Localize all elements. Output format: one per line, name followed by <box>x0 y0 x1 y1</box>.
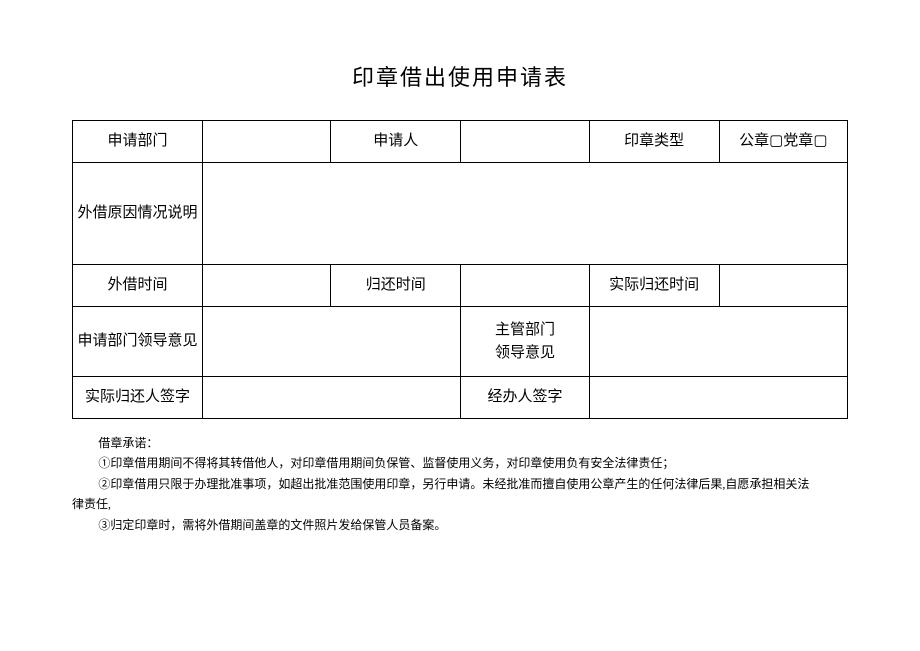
footnotes: 借章承诺： ①印章借用期间不得将其转借他人，对印章借用期间负保管、监督使用义务，… <box>72 433 848 535</box>
returner-sign-value <box>202 377 460 419</box>
footnote-item: ③归定印章时，需将外借期间盖章的文件照片发给保管人员备案。 <box>72 515 848 535</box>
reason-label: 外借原因情况说明 <box>73 163 203 265</box>
seal-option-2-text: 党章 <box>783 133 813 149</box>
table-row: 外借时间 归还时间 实际归还时间 <box>73 265 848 307</box>
footnote-item-continuation: 律责任, <box>72 494 848 514</box>
table-row: 申请部门 申请人 印章类型 公章▢党章▢ <box>73 121 848 163</box>
checkbox-icon: ▢ <box>769 130 783 153</box>
actual-return-time-label: 实际归还时间 <box>589 265 719 307</box>
supervisor-label-line2: 领导意见 <box>465 342 584 365</box>
dept-leader-value <box>202 307 460 377</box>
checkbox-icon: ▢ <box>813 130 827 153</box>
supervisor-label-line1: 主管部门 <box>465 319 584 342</box>
table-row: 申请部门领导意见 主管部门 领导意见 <box>73 307 848 377</box>
application-form-table: 申请部门 申请人 印章类型 公章▢党章▢ 外借原因情况说明 外借时间 归还时间 … <box>72 120 848 419</box>
supervisor-value <box>589 307 847 377</box>
dept-leader-label: 申请部门领导意见 <box>73 307 203 377</box>
dept-label: 申请部门 <box>73 121 203 163</box>
returner-sign-label: 实际归还人签字 <box>73 377 203 419</box>
seal-option-1-text: 公章 <box>739 133 769 149</box>
table-row: 实际归还人签字 经办人签字 <box>73 377 848 419</box>
page-title: 印章借出使用申请表 <box>72 60 848 92</box>
return-time-label: 归还时间 <box>331 265 461 307</box>
table-row: 外借原因情况说明 <box>73 163 848 265</box>
seal-type-label: 印章类型 <box>589 121 719 163</box>
handler-sign-label: 经办人签字 <box>461 377 589 419</box>
reason-value <box>202 163 847 265</box>
handler-sign-value <box>589 377 847 419</box>
supervisor-label: 主管部门 领导意见 <box>461 307 589 377</box>
dept-value <box>202 121 330 163</box>
actual-return-time-value <box>719 265 847 307</box>
applicant-value <box>461 121 589 163</box>
footnote-item: ①印章借用期间不得将其转借他人，对印章借用期间负保管、监督使用义务，对印章使用负… <box>72 453 848 473</box>
return-time-value <box>461 265 589 307</box>
seal-type-value: 公章▢党章▢ <box>719 121 847 163</box>
footnote-heading: 借章承诺： <box>72 433 848 453</box>
footnote-item: ②印章借用只限于办理批准事项，如超出批准范围使用印章，另行申请。未经批准而擅自使… <box>72 474 848 494</box>
borrow-time-label: 外借时间 <box>73 265 203 307</box>
applicant-label: 申请人 <box>331 121 461 163</box>
borrow-time-value <box>202 265 330 307</box>
